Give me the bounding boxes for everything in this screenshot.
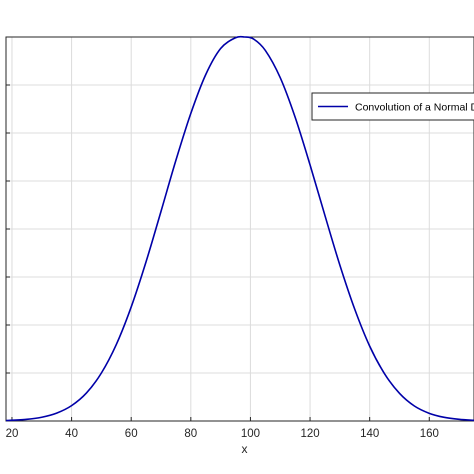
legend-entry: Convolution of a Normal Dist	[355, 102, 474, 114]
x-tick-label: 100	[241, 428, 260, 440]
x-tick-label: 160	[420, 428, 439, 440]
x-tick-label: 80	[184, 428, 197, 440]
x-tick-label: 20	[6, 428, 19, 440]
x-axis-label: x	[241, 442, 247, 456]
series-line	[5, 35, 474, 422]
x-tick-label: 40	[65, 428, 78, 440]
x-axis: 20 40 60 80 100 120 140 160	[6, 36, 439, 440]
series-layer	[5, 35, 474, 422]
x-tick-label: 60	[125, 428, 138, 440]
legend: Convolution of a Normal Dist	[311, 92, 474, 121]
x-tick-label: 140	[360, 428, 379, 440]
x-tick-label: 120	[300, 428, 319, 440]
